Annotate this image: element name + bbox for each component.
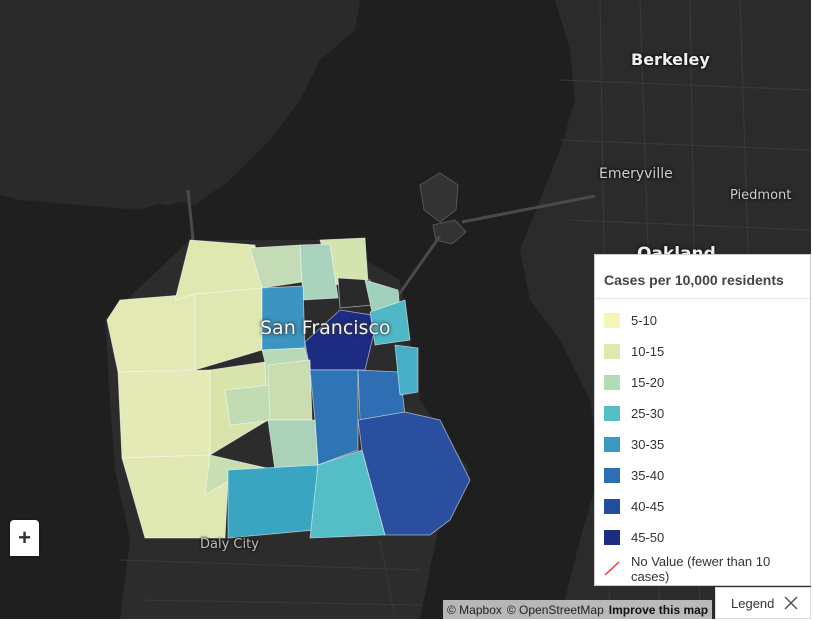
attribution-mapbox-link[interactable]: © Mapbox [447,602,502,617]
legend-item-label: 10-15 [631,344,665,359]
legend-item: 45-50 [604,522,810,553]
legend-list: 5-10 10-15 15-20 25-30 30-35 35-40 40-45 [595,299,810,584]
legend-item: 25-30 [604,398,810,429]
outer-richmond [106,293,196,373]
russian-hill [299,243,339,301]
label-piedmont: Piedmont [730,188,792,203]
legend-swatch [604,344,620,359]
label-san-francisco: San Francisco [260,317,391,339]
legend-swatch [604,437,620,452]
legend-item-label: 35-40 [631,468,665,483]
legend-item-label: 5-10 [631,313,658,328]
legend-swatch [604,499,620,514]
label-emeryville: Emeryville [599,166,673,182]
legend-title: Cases per 10,000 residents [604,272,784,288]
twin-peaks [267,359,313,421]
legend-item-label: 15-20 [631,375,665,390]
legend-swatch [604,530,620,545]
legend-item-no-value: No Value (fewer than 10 cases) [604,553,810,584]
legend-swatch [604,468,620,483]
map-attribution: © Mapbox © OpenStreetMap Improve this ma… [443,600,713,619]
yerba-buena [432,219,467,245]
zoom-in-button[interactable]: + [10,520,39,556]
legend-toggle-button[interactable]: Legend [715,587,811,619]
marin-headlands [0,0,360,210]
label-daly-city: Daly City [200,537,259,552]
bay-bridge-west [393,235,442,301]
outer-sunset [117,369,211,459]
bay-bridge-east [461,194,596,224]
legend-item-label: 25-30 [631,406,665,421]
lakeshore [121,454,229,539]
no-value-slash [604,561,620,576]
golden-gate-bridge [186,189,195,241]
haight [224,384,276,426]
legend-item-label: No Value (fewer than 10 cases) [631,553,771,584]
attribution-osm-link[interactable]: © OpenStreetMap [506,602,604,617]
legend-item-label: 30-35 [631,437,665,452]
legend-item-label: 40-45 [631,499,665,514]
bayview [357,411,471,536]
legend-swatch [604,313,620,328]
improve-map-link[interactable]: Improve this map [608,602,709,617]
label-berkeley: Berkeley [631,50,710,69]
legend-divider [595,298,810,299]
legend-item: 15-20 [604,367,810,398]
soma [369,299,411,346]
legend-swatch [604,406,620,421]
legend-item-label: 45-50 [631,530,665,545]
sf-neighborhoods [106,237,471,539]
legend-item: 5-10 [604,305,810,336]
legend-item: 10-15 [604,336,810,367]
legend-item: 35-40 [604,460,810,491]
presidio [174,239,263,301]
excelsior [227,464,319,539]
legend-item: 40-45 [604,491,810,522]
close-icon[interactable] [784,596,798,610]
legend-item: 30-35 [604,429,810,460]
mission [309,369,359,466]
treasure-island [419,172,459,223]
legend-panel: Cases per 10,000 residents 5-10 10-15 15… [594,254,811,586]
noe-valley [267,419,319,471]
dogpatch [394,344,419,396]
legend-toggle-label: Legend [731,595,775,611]
no-value-swatch-icon [604,561,620,576]
legend-swatch [604,375,620,390]
